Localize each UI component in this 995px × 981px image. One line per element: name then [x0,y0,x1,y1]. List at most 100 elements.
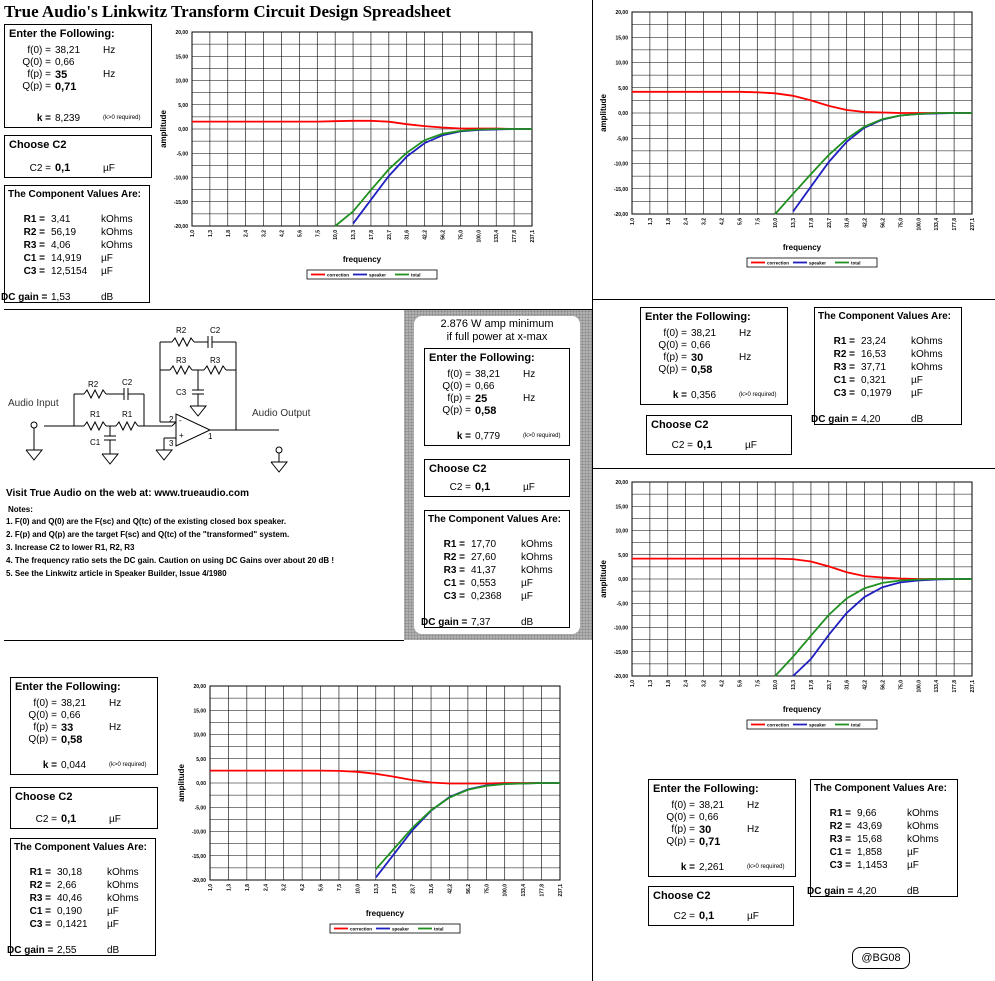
value-r2: 16,53 [861,349,887,360]
design-5-input-box: Enter the Following: f(0) = 38,21 Hz Q(0) = 0… [10,677,158,775]
label-qp: Q(p) = [22,81,51,92]
x-tick-label: 3,2 [282,884,288,891]
unit-hz: Hz [739,352,752,363]
label-f0: f(0) = [447,369,471,380]
x-tick-label: 1,3 [208,230,214,237]
unit-uf: µF [103,163,115,174]
legend-label-correction: correction [767,261,789,266]
series-line-correction [632,90,972,114]
x-tick-label: 133,4 [934,680,940,693]
legend-label-speaker: speaker [809,723,826,728]
x-tick-label: 177,8 [512,230,518,243]
x-tick-label: 56,2 [881,218,887,228]
design-4-choose-c2-box: Choose C2 C2 = 0,1 µF [648,886,794,926]
x-tick-label: 42,2 [447,884,453,894]
design-1-input-box: Enter the Following: f(0) = 38,21 Hz Q(0) = 0… [4,24,152,128]
value-r3: 15,68 [857,834,883,845]
design-1-components-box: The Component Values Are: R1 = 3,41 kOhms R2… [1,185,150,303]
schematic-r3b-label: R3 [210,356,221,365]
response-chart-3: 20,00 15,00 10,00 5,00 0,00 -5,00 -10,00 -15,00… [592,474,992,756]
x-tick-label: 237,1 [530,230,536,243]
y-tick-label: 5,00 [196,757,206,763]
value-r3: 37,71 [861,362,887,373]
input-box-title: Enter the Following: [645,311,751,323]
x-axis-label: frequency [343,255,382,264]
y-tick-label: 0,00 [618,111,628,117]
x-tick-label: 4,2 [719,218,725,225]
x-tick-label: 10,0 [773,218,779,228]
design-3-input-box: Enter the Following: f(0) = 38,21 Hz Q(0) = 0… [640,307,788,405]
design-3-choose-c2-box: Choose C2 C2 = 0,1 µF [646,415,792,455]
unit-kohm: kOhms [907,834,939,845]
design-2-components-box: The Component Values Are: R1 = 17,70 kOhms R… [421,510,570,628]
x-tick-label: 177,8 [540,884,546,897]
value-dc-gain: 4,20 [857,886,877,897]
value-qp: 0,58 [691,364,713,376]
label-k: k = [42,760,57,771]
legend-box [306,269,438,280]
label-c3: C3 = [829,860,851,871]
y-tick-label: -20,00 [614,674,628,680]
label-r2: R2 = [443,552,465,563]
y-axis-label: amplitude [159,110,168,148]
y-tick-label: 10,00 [615,61,628,67]
y-tick-label: 20,00 [615,10,628,16]
value-q0: 0,66 [691,340,711,351]
value-r2: 43,69 [857,821,883,832]
unit-db: dB [107,945,120,956]
value-c1: 1,858 [857,847,883,858]
label-q0: Q(0) = [22,57,51,68]
value-r1: 23,24 [861,336,887,347]
legend-box [329,923,461,934]
page-title: True Audio's Linkwitz Transform Circuit … [4,2,452,21]
signature-badge: @BG08 [852,947,910,969]
value-c2: 0,1 [697,439,713,451]
y-tick-label: -5,00 [177,151,189,157]
x-tick-label: 56,2 [881,680,887,690]
label-r1: R1 = [443,539,465,550]
amp-note-line1: 2.876 W amp minimum [440,318,554,330]
label-qp: Q(p) = [442,405,471,416]
schematic-r2-label: R2 [88,380,99,389]
unit-hz: Hz [747,800,760,811]
y-axis-label: amplitude [599,560,608,598]
y-tick-label: -15,00 [192,854,206,860]
x-tick-label: 23,7 [411,884,417,894]
label-q0: Q(0) = [666,812,695,823]
x-tick-label: 56,2 [441,230,447,240]
k-required-note: (k>0 required) [103,115,141,121]
y-tick-label: 10,00 [175,79,188,85]
x-tick-label: 2,4 [263,884,269,891]
value-q0: 0,66 [475,381,495,392]
value-r2: 2,66 [57,880,77,891]
label-r2: R2 = [29,880,51,891]
label-c3: C3 = [443,591,465,602]
value-fp: 33 [61,722,74,734]
label-c2: C2 = [671,440,693,451]
label-r1: R1 = [29,867,51,878]
value-r3: 41,37 [471,565,497,576]
label-c1: C1 = [23,253,45,264]
input-box-title: Enter the Following: [429,352,535,364]
schematic-minus: - [179,416,182,425]
label-f0: f(0) = [663,328,687,339]
x-tick-label: 17,8 [392,884,398,894]
unit-uf: µF [521,578,533,589]
label-fp: f(p) = [33,722,57,733]
value-qp: 0,58 [475,405,497,417]
value-k: 0,044 [61,760,87,771]
value-f0: 38,21 [691,328,717,339]
response-chart-2: 20,00 15,00 10,00 5,00 0,00 -5,00 -10,00 -15,00… [592,4,992,294]
value-qp: 0,58 [61,734,83,746]
label-r1: R1 = [23,214,45,225]
x-tick-label: 7,5 [315,230,321,237]
unit-db: dB [911,414,924,425]
label-r2: R2 = [23,227,45,238]
value-k: 0,356 [691,390,717,401]
value-r1: 30,18 [57,867,83,878]
x-tick-label: 4,2 [300,884,306,891]
x-tick-label: 31,6 [845,680,851,690]
label-c2: C2 = [673,911,695,922]
x-tick-label: 75,0 [898,680,904,690]
y-tick-label: -15,00 [614,650,628,656]
